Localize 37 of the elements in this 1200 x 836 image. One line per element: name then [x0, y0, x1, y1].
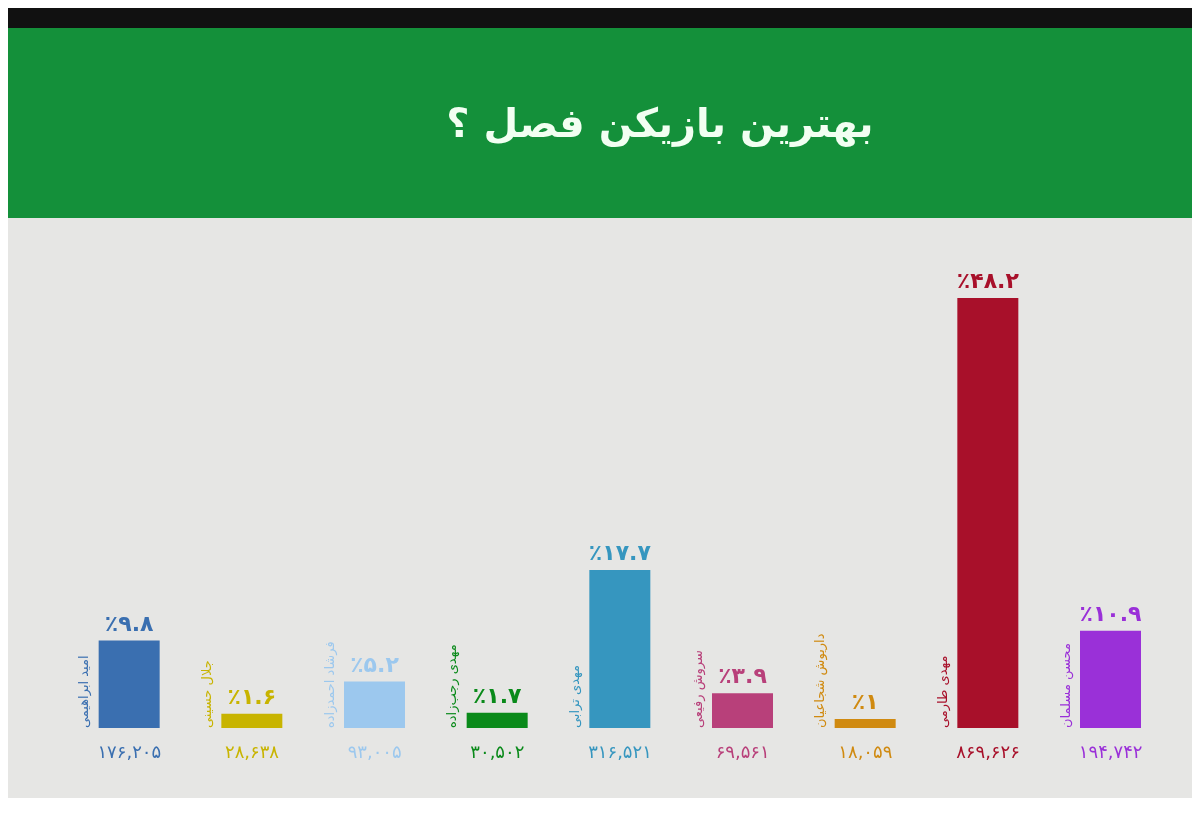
bar: [712, 693, 773, 728]
chart-title: بهترین بازیکن فصل ؟: [446, 100, 874, 146]
x-tick-label: مهدی طارمی: [934, 655, 951, 728]
x-tick-label: امید ابراهیمی: [76, 655, 93, 728]
bar: [589, 570, 651, 728]
bar: [221, 713, 283, 728]
data-label: ٪۱.۷: [472, 682, 523, 708]
bar: [1080, 630, 1141, 728]
bar: [957, 298, 1019, 728]
data-label: ٪۳.۹: [718, 663, 767, 689]
text: ۸۶۹,۶۲۶: [956, 741, 1020, 762]
data-label: ٪۱: [851, 689, 879, 715]
bar: [98, 640, 160, 728]
data-label: ٪۱.۶: [227, 683, 277, 709]
bar: [344, 681, 405, 728]
text: ۳۰,۵۰۲: [470, 741, 525, 762]
text: ۲۸,۶۳۸: [224, 741, 280, 762]
bar: [466, 712, 528, 728]
x-tick-label: فرشاد احمدزاده: [321, 641, 338, 728]
text: ۱۷۶,۲۰۵: [97, 741, 162, 762]
data-label: ٪۱۰.۹: [1079, 600, 1142, 626]
text: ۹۳,۰۰۵: [347, 741, 402, 762]
bar: [834, 719, 896, 728]
data-label: ٪۹.۸: [104, 610, 155, 636]
x-tick-label: مهدی ترابی: [566, 665, 583, 728]
x-tick-label: محسن مسلمان: [1057, 643, 1074, 728]
data-label: ٪۴۸.۲: [956, 268, 1020, 293]
data-label: ٪۵.۲: [350, 651, 400, 677]
text: ۱۹۴,۷۴۲: [1078, 741, 1143, 762]
x-tick-label: مهدی رجب‌زاده: [444, 644, 461, 728]
x-tick-label: سروش رفیعی: [689, 650, 706, 728]
text: ۳۱۶,۵۲۱: [588, 741, 652, 762]
x-tick-label: داریوش شجاعیان: [812, 633, 829, 728]
text: ۱۸,۰۵۹: [838, 741, 893, 762]
data-label: ٪۱۷.۷: [588, 540, 652, 566]
text: ۶۹,۵۶۱: [715, 741, 770, 762]
x-tick-label: جلال حسینی: [198, 660, 214, 728]
